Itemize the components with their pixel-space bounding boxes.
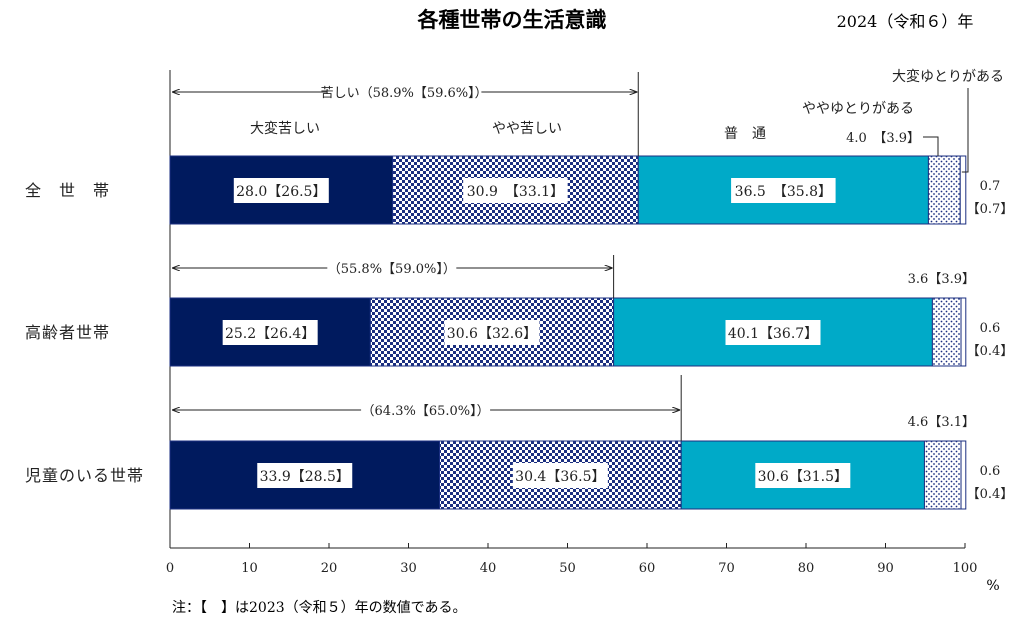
small-segment-label: 4.0 【3.9】 xyxy=(846,131,920,146)
data-label-box xyxy=(463,178,568,203)
category-label: 全 世 帯 xyxy=(25,181,110,200)
bar-segment-5 xyxy=(960,297,967,367)
header-very-hard: 大変苦しい xyxy=(250,120,320,137)
x-tick-label: 30 xyxy=(400,561,417,576)
x-tick-label: 40 xyxy=(480,561,497,576)
data-label: 28.0【26.5】 xyxy=(236,184,326,200)
leader-line xyxy=(923,136,939,156)
data-label: 40.1【36.7】 xyxy=(728,326,818,342)
x-tick-label: 100 xyxy=(953,561,978,576)
header-very-comfortable: 大変ゆとりがある xyxy=(892,68,1004,85)
data-label: 30.4【36.5】 xyxy=(515,469,605,485)
footnote: 注：【 】は2023（令和５）年の数値である。 xyxy=(172,600,467,616)
year-note: 2024（令和６）年 xyxy=(837,12,974,31)
x-tick-label: 20 xyxy=(321,561,338,576)
data-label: 30.6【31.5】 xyxy=(758,469,848,485)
x-tick-label: 50 xyxy=(559,561,576,576)
data-label-box xyxy=(444,320,540,345)
hard-total-label: 苦しい（58.9%【59.6%】） xyxy=(321,85,488,101)
bar-segment-4 xyxy=(927,155,961,225)
category-label: 児童のいる世帯 xyxy=(25,466,144,485)
data-label-box xyxy=(257,463,353,488)
data-label-box xyxy=(731,178,836,203)
leader-line xyxy=(961,88,969,173)
bar-segment-3 xyxy=(680,440,925,510)
data-label: 25.2【26.4】 xyxy=(225,326,315,342)
bar-segment-5 xyxy=(960,440,967,510)
x-tick-label: 0 xyxy=(166,561,174,576)
data-label-box xyxy=(755,463,851,488)
x-tick-label: 70 xyxy=(718,561,735,576)
chart-title: 各種世帯の生活意識 xyxy=(417,8,607,32)
right-label-current: 0.6 xyxy=(980,464,1001,479)
x-unit: % xyxy=(986,578,999,594)
category-label: 高齢者世帯 xyxy=(25,323,110,342)
right-label-current: 0.6 xyxy=(980,321,1001,336)
header-somewhat-comfortable: ややゆとりがある xyxy=(802,101,914,117)
hard-total-label: （55.8%【59.0%】） xyxy=(328,262,456,277)
data-label-box xyxy=(233,178,329,203)
data-label-box xyxy=(725,320,821,345)
bar-segment-5 xyxy=(959,155,967,225)
x-tick-label: 10 xyxy=(241,561,258,576)
right-label-previous: 【0.4】 xyxy=(967,344,1014,359)
data-label: 36.5 【35.8】 xyxy=(735,184,832,200)
data-label-box xyxy=(222,320,318,345)
data-label-box xyxy=(512,463,608,488)
small-segment-label: 3.6【3.9】 xyxy=(908,272,975,287)
small-segment-label: 4.6【3.1】 xyxy=(908,415,975,430)
right-label-current: 0.7 xyxy=(980,179,1001,194)
right-label-previous: 【0.4】 xyxy=(967,487,1014,502)
data-label: 30.9 【33.1】 xyxy=(467,184,564,200)
x-tick-label: 60 xyxy=(639,561,656,576)
x-tick-label: 80 xyxy=(798,561,815,576)
data-label: 30.6【32.6】 xyxy=(447,326,537,342)
x-tick-label: 90 xyxy=(877,561,894,576)
header-normal: 普 通 xyxy=(724,126,766,142)
data-label: 33.9【28.5】 xyxy=(260,469,350,485)
right-label-previous: 【0.7】 xyxy=(967,202,1014,217)
bar-segment-4 xyxy=(931,297,962,367)
bar-segment-4 xyxy=(923,440,962,510)
header-somewhat-hard: やや苦しい xyxy=(492,121,562,137)
hard-total-label: （64.3%【65.0%】） xyxy=(362,404,490,419)
